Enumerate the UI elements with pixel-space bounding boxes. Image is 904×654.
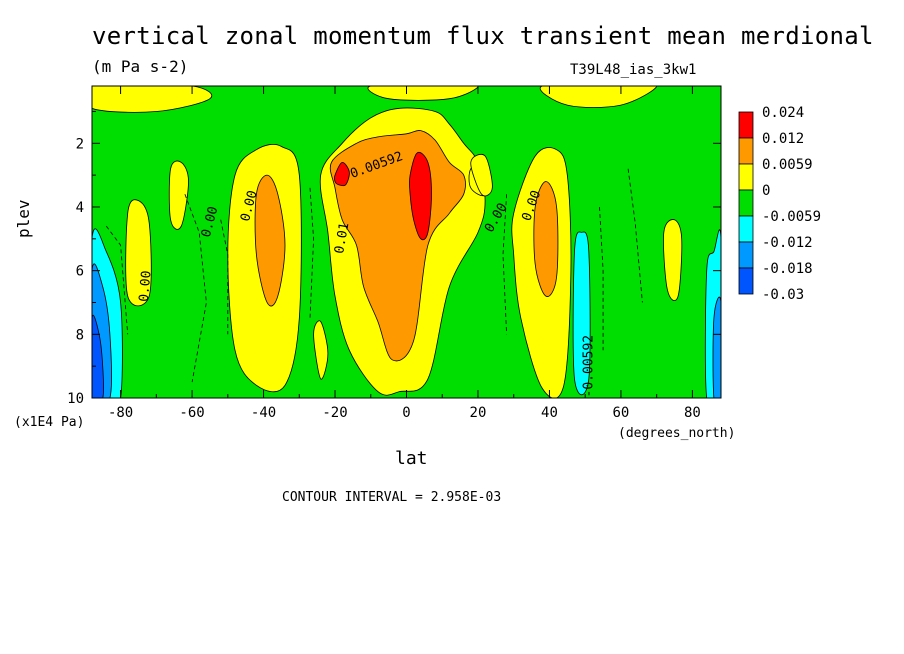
region-lat-40n-orange	[533, 181, 559, 297]
x-tick-label: 80	[684, 405, 701, 421]
region-center-red-left	[333, 162, 350, 187]
dashed-contour-3	[502, 194, 507, 335]
region-center-red-right	[409, 151, 432, 241]
x-tick-label: 20	[470, 405, 487, 421]
x-tick-label: 40	[541, 405, 558, 421]
legend-swatch-3	[738, 189, 754, 217]
y-tick-label: 10	[67, 391, 84, 407]
region-south-polar-neg3	[92, 314, 105, 398]
region-lat-80n-pos	[663, 219, 683, 302]
y-tick-label: 8	[76, 327, 84, 343]
contour-label-3: 0.00	[137, 270, 155, 303]
legend: 0.024 0.012 0.0059 0 -0.0059 -0.012 -0.018 -0.0…	[738, 105, 821, 303]
legend-label: 0	[762, 183, 770, 199]
legend-label: -0.018	[762, 261, 813, 277]
region-top-pos-right	[539, 86, 658, 108]
legend-label: -0.012	[762, 235, 813, 251]
legend-label: -0.0059	[762, 209, 821, 225]
legend-label: 0.012	[762, 131, 804, 147]
contour-label-7: 0.01	[332, 221, 352, 254]
x-tick-label: -60	[179, 405, 204, 421]
y-tick-label: 2	[76, 136, 84, 152]
legend-label: 0.0059	[762, 157, 813, 173]
y-axis-unit-label: (x1E4 Pa)	[14, 415, 85, 430]
dashed-contour-5	[627, 168, 643, 303]
x-tick-label: -80	[108, 405, 133, 421]
region-lat-20s-yellow	[313, 320, 329, 380]
legend-swatch-4	[738, 215, 754, 243]
region-lat-40-orange	[254, 174, 286, 307]
dashed-contour-2	[309, 187, 315, 319]
x-tick-label: -40	[251, 405, 276, 421]
chart-units: (m Pa s-2)	[92, 57, 189, 76]
x-tick-label: 0	[402, 405, 410, 421]
legend-swatch-2	[738, 163, 754, 191]
dashed-contour-1	[220, 219, 229, 335]
region-lat-50n-neg	[572, 231, 591, 396]
axes: -80 -60 -40 -20 0 20 40 60 80 2 4 6 8 10	[67, 85, 722, 421]
x-axis-label: lat	[395, 448, 428, 469]
y-tick-label: 6	[76, 264, 84, 280]
legend-label: 0.024	[762, 105, 804, 121]
x-axis-unit-label: (degrees_north)	[618, 426, 736, 441]
legend-swatch-6	[738, 267, 754, 295]
region-lat-60-pos	[168, 160, 189, 230]
region-north-polar-neg2	[712, 296, 721, 398]
run-label: T39L48_ias_3kw1	[570, 62, 697, 78]
y-tick-label: 4	[76, 200, 84, 216]
x-tick-label: -20	[322, 405, 347, 421]
region-lat-75-pos	[125, 199, 152, 307]
legend-label: -0.03	[762, 287, 804, 303]
dashed-contour-4	[599, 206, 604, 351]
region-top-pos-mid	[367, 86, 479, 101]
chart-title: vertical zonal momentum flux transient m…	[92, 22, 874, 50]
region-lat-10n-pos	[470, 153, 493, 197]
legend-swatch-0	[738, 111, 754, 139]
x-tick-label: 60	[613, 405, 630, 421]
contour-interval-text: CONTOUR INTERVAL = 2.958E-03	[282, 490, 502, 505]
legend-swatch-5	[738, 241, 754, 269]
contour-label-6: -0.00592	[581, 335, 596, 398]
legend-swatch-1	[738, 137, 754, 165]
dashed-contour-6	[105, 225, 129, 335]
